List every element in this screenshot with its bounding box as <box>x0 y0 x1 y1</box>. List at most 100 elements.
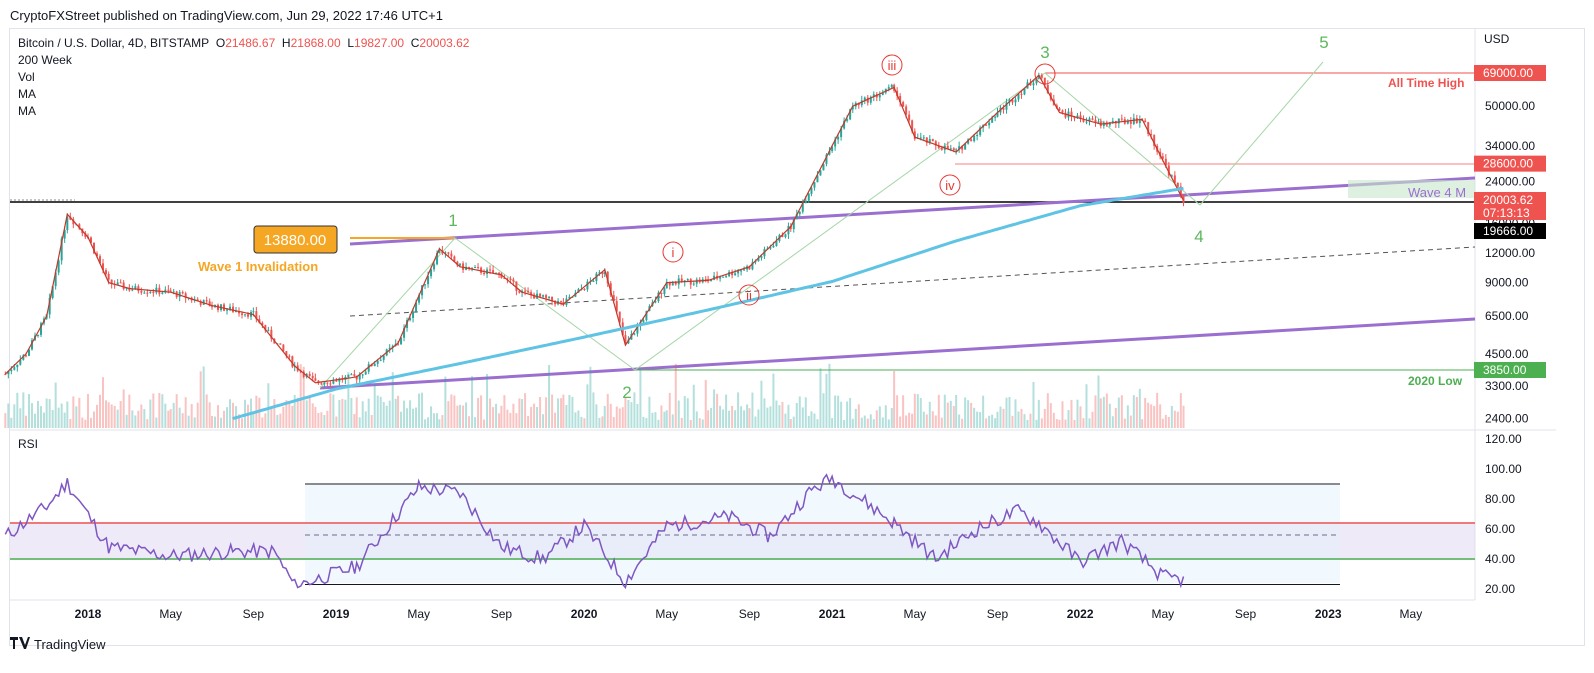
volume-bar <box>979 412 982 428</box>
candle-body <box>311 375 314 379</box>
candle-body <box>807 193 810 201</box>
candle-body <box>60 238 63 261</box>
candle-body <box>1014 99 1017 103</box>
volume-bar <box>586 384 589 428</box>
chart-legend: Bitcoin / U.S. Dollar, 4D, BITSTAMP O214… <box>18 35 469 120</box>
time-tick-label: May <box>655 607 678 621</box>
candle-body <box>967 139 970 144</box>
candle-body <box>196 299 199 302</box>
volume-bar <box>412 408 415 428</box>
price-level-tag <box>1474 155 1546 172</box>
volume-bar <box>471 376 474 428</box>
volume-bar <box>512 403 515 428</box>
volume-bar <box>837 395 840 428</box>
wave4-zone <box>1348 180 1475 198</box>
volume-bar <box>854 408 857 428</box>
volume-bar <box>689 419 692 428</box>
volume-bar <box>143 409 146 428</box>
volume-bar <box>1173 410 1176 428</box>
volume-bar <box>603 406 606 428</box>
candle-body <box>601 272 604 274</box>
candle-body <box>810 187 813 194</box>
candle-body <box>462 263 465 270</box>
candle-body <box>54 272 57 287</box>
volume-bar <box>1079 406 1082 428</box>
candle-body <box>618 311 621 323</box>
volume-bar <box>424 419 427 428</box>
volume-bar <box>1014 399 1017 428</box>
volume-bar <box>45 398 48 428</box>
subwave-ii-circle <box>738 284 760 306</box>
invalidation-price-label: 13880.00 <box>264 232 327 249</box>
volume-bar <box>515 413 518 428</box>
volume-bar <box>618 408 621 428</box>
volume-bar <box>875 410 878 428</box>
volume-bar <box>338 400 341 428</box>
volume-bar <box>1037 399 1040 428</box>
candle-body <box>674 281 677 285</box>
volume-bar <box>238 414 241 428</box>
legend-indicator-ma-1[interactable]: MA <box>18 87 36 101</box>
candle-body <box>450 253 453 257</box>
candle-body <box>1150 134 1153 136</box>
volume-bar <box>465 402 468 428</box>
volume-bar <box>444 376 447 428</box>
volume-bar <box>57 407 60 428</box>
volume-bar <box>789 418 792 428</box>
rsi-tick-label: 60.00 <box>1485 522 1515 536</box>
volume-bar <box>226 407 229 428</box>
volume-bar <box>24 415 27 428</box>
candle-body <box>872 94 875 97</box>
candle-body <box>181 292 184 294</box>
volume-bar <box>884 405 887 428</box>
legend-indicator-ma-2[interactable]: MA <box>18 104 36 118</box>
volume-bar <box>285 400 288 428</box>
legend-indicator-200w[interactable]: 200 Week <box>18 53 72 67</box>
volume-bar <box>323 415 326 428</box>
rsi-tick-label: 120.00 <box>1485 432 1522 446</box>
volume-bar <box>674 363 677 428</box>
candle-body <box>1082 118 1085 122</box>
volume-bar <box>122 389 125 428</box>
volume-bar <box>317 412 320 428</box>
candle-body <box>24 355 27 357</box>
candle-body <box>1070 111 1073 117</box>
candle-body <box>527 290 530 293</box>
candle-body <box>63 230 66 239</box>
candle-body <box>238 311 241 314</box>
volume-bar <box>1055 419 1058 428</box>
candle-body <box>680 278 683 282</box>
volume-bar <box>125 414 128 428</box>
volume-bar <box>391 372 394 428</box>
volume-bar <box>178 407 181 428</box>
volume-bar <box>16 392 19 428</box>
volume-bar <box>542 414 545 428</box>
volume-bar <box>985 418 988 428</box>
candle-body <box>1046 84 1049 94</box>
volume-bar <box>624 397 627 428</box>
candle-body <box>548 296 551 298</box>
rsi-pane-title[interactable]: RSI <box>18 437 39 451</box>
time-tick-label: May <box>1152 607 1175 621</box>
volume-bar <box>996 411 999 428</box>
candle-body <box>816 175 819 183</box>
volume-bar <box>453 395 456 428</box>
footer[interactable]: TradingView <box>10 636 106 652</box>
legend-indicator-vol[interactable]: Vol <box>18 70 35 84</box>
candle-body <box>19 359 22 365</box>
candle-body <box>471 267 474 269</box>
price-tick-label: 2400.00 <box>1485 412 1529 426</box>
candle-body <box>226 309 229 311</box>
candle-body <box>409 317 412 321</box>
candle-body <box>223 304 226 311</box>
volume-bar <box>890 408 893 428</box>
volume-bar <box>665 410 668 428</box>
volume-bar <box>400 411 403 428</box>
volume-bar <box>1082 418 1085 428</box>
candle-body <box>22 355 25 360</box>
price-tick-label: 9000.00 <box>1485 276 1529 290</box>
candle-body <box>267 329 270 331</box>
candle-body <box>438 250 441 253</box>
volume-bar <box>54 382 57 428</box>
